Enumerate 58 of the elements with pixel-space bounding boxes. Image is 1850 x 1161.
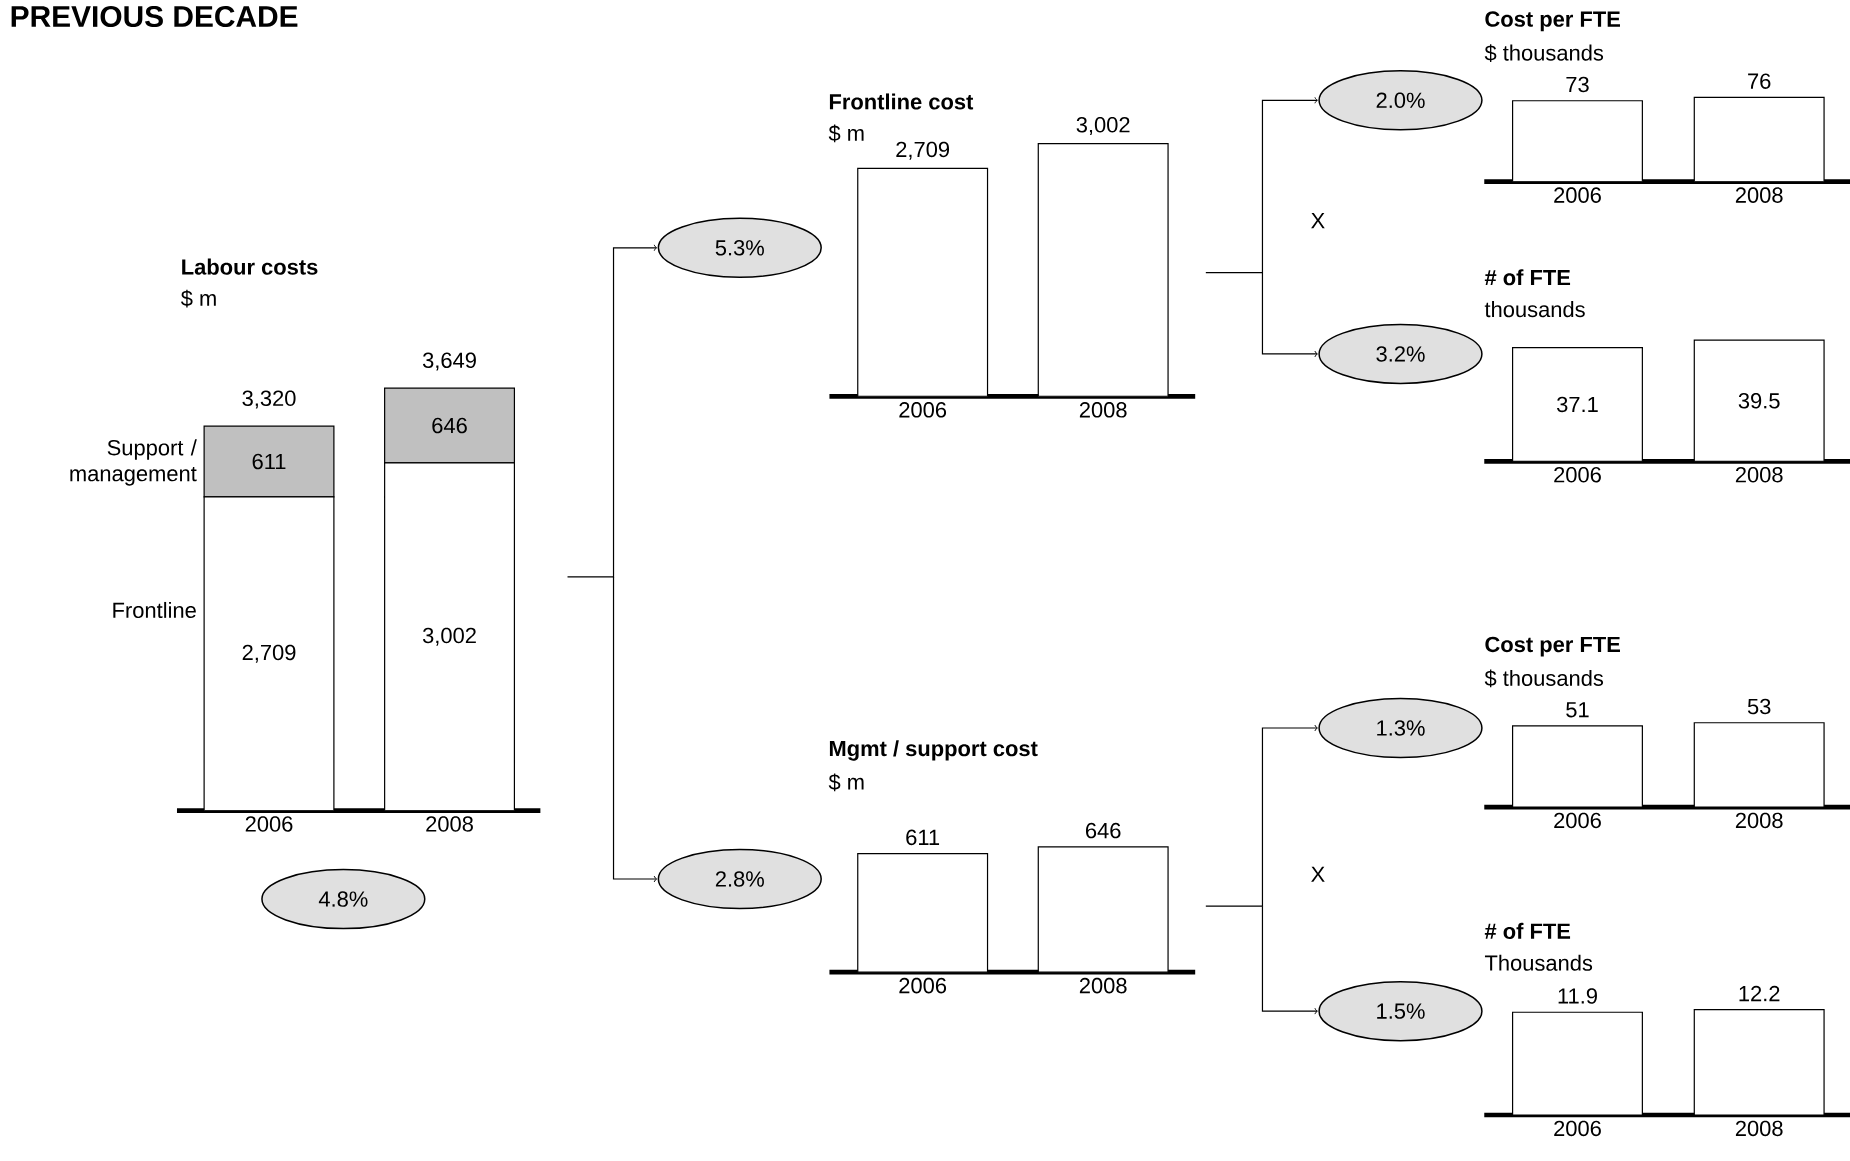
x-tick-label: 2006 [899,402,947,418]
text: 2.8% [715,871,764,887]
text: 3.2% [1376,346,1425,362]
total-label: 3,320 [242,390,296,409]
text: 2.0% [1376,92,1425,109]
data-label: 73 [1566,76,1589,93]
x-tick-label: 2008 [1079,402,1127,418]
chart-subtitle: $ m [828,773,864,792]
text: X [1311,866,1325,882]
data-label: 11.9 [1558,988,1597,1004]
x-tick-label: 2006 [1554,466,1601,483]
total-label: 3,649 [422,352,476,371]
data-label: 51 [1566,702,1589,718]
chart-title: Frontline cost [829,93,974,110]
series-label: Support / management [70,439,197,486]
chart-title: Labour costs [182,258,318,275]
chart-subtitle: $ m [828,124,864,143]
text: 1.5% [1377,1003,1425,1019]
data-label: 37.1 [1556,396,1598,413]
chart-subtitle: $ thousands [1484,669,1604,688]
x-tick-label: 2006 [1554,187,1601,203]
data-label: 611 [252,453,286,470]
data-label: 2,709 [896,141,950,160]
data-label: 3,002 [422,627,476,646]
text: PREVIOUS DECADE [11,5,298,28]
chart-title: Cost per FTE [1485,636,1620,657]
x-tick-label: 2006 [1554,1120,1601,1137]
x-tick-label: 2008 [426,816,473,832]
chart-title: Cost per FTE [1485,11,1620,32]
x-tick-label: 2006 [899,977,947,994]
series-label: Frontline [113,601,196,619]
text: 5.3% [715,240,764,256]
chart-subtitle: $ thousands [1484,44,1604,62]
chart-title: Mgmt / support cost [829,740,1038,761]
x-tick-label: 2006 [1554,812,1601,829]
x-tick-label: 2008 [1735,466,1783,483]
data-label: 611 [906,829,940,846]
chart-title: # of FTE [1484,269,1571,286]
chart-subtitle: $ m [180,289,216,308]
x-tick-label: 2008 [1079,977,1127,994]
data-label: 76 [1748,73,1771,89]
x-tick-label: 2006 [245,816,293,832]
data-label: 646 [1085,822,1121,839]
text: 4.8% [318,891,368,907]
data-label: 53 [1747,698,1771,715]
x-tick-label: 2008 [1735,187,1783,203]
data-label: 2,709 [242,644,296,663]
data-label: 39.5 [1738,393,1780,409]
text: 1.3% [1377,720,1425,736]
text: X [1311,213,1325,229]
x-tick-label: 2008 [1735,1120,1783,1137]
data-label: 646 [432,417,467,434]
chart-subtitle: Thousands [1484,954,1593,971]
chart-title: # of FTE [1484,922,1571,939]
chart-subtitle: thousands [1484,301,1585,318]
data-label: 12.2 [1739,985,1780,1002]
data-label: 3,002 [1076,116,1130,136]
x-tick-label: 2008 [1735,812,1783,829]
